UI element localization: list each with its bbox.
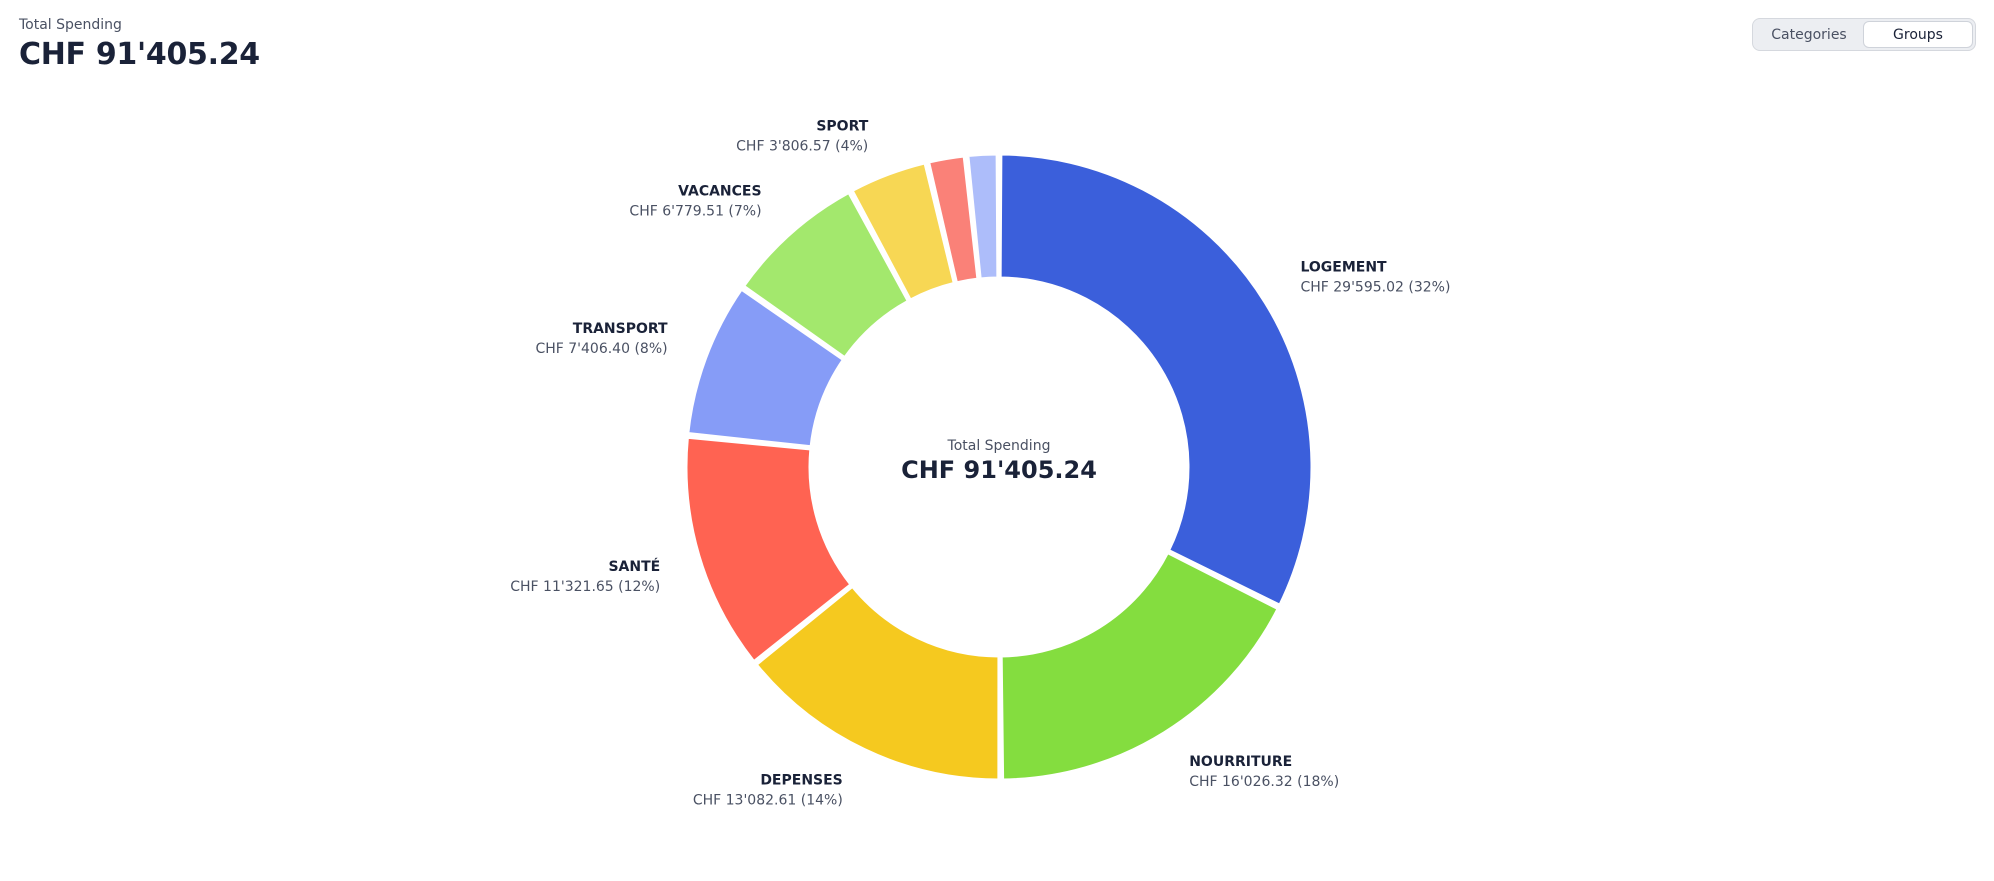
label-depenses: DEPENSES	[760, 773, 842, 789]
value-vacances: CHF 6'779.51 (7%)	[629, 203, 761, 219]
slice-sante[interactable]	[684, 435, 853, 664]
categories-toggle-button[interactable]: Categories	[1771, 26, 1847, 43]
slice-depenses[interactable]	[754, 584, 1001, 782]
total-spending-label: Total Spending	[19, 17, 122, 33]
slice-vacances[interactable]	[742, 190, 910, 360]
slice-unlabeled-7[interactable]	[927, 154, 980, 285]
label-vacances: VACANCES	[678, 183, 761, 199]
label-logement: LOGEMENT	[1300, 260, 1387, 276]
total-spending-header: Total Spending CHF 91'405.24	[19, 17, 260, 72]
slice-sport[interactable]	[850, 161, 956, 302]
value-logement: CHF 29'595.02 (32%)	[1300, 280, 1450, 296]
slice-unlabeled-8[interactable]	[966, 152, 1000, 281]
slice-transport[interactable]	[686, 287, 845, 449]
slice-logement[interactable]	[998, 152, 1314, 607]
value-transport: CHF 7'406.40 (8%)	[535, 341, 667, 357]
total-spending-value: CHF 91'405.24	[19, 37, 260, 72]
chart-center-label: Total Spending	[947, 438, 1051, 454]
value-nourriture: CHF 16'026.32 (18%)	[1189, 774, 1339, 790]
value-sport: CHF 3'806.57 (4%)	[736, 139, 868, 155]
slice-nourriture[interactable]	[999, 551, 1280, 782]
view-toggle: Categories Groups	[1752, 18, 1976, 51]
value-depenses: CHF 13'082.61 (14%)	[693, 793, 843, 809]
groups-toggle-button[interactable]: Groups	[1863, 21, 1973, 48]
label-nourriture: NOURRITURE	[1189, 754, 1292, 770]
label-sport: SPORT	[816, 119, 868, 135]
chart-center-value: CHF 91'405.24	[901, 456, 1097, 484]
value-sante: CHF 11'321.65 (12%)	[510, 579, 660, 595]
label-sante: SANTÉ	[608, 558, 660, 575]
label-transport: TRANSPORT	[573, 321, 668, 337]
